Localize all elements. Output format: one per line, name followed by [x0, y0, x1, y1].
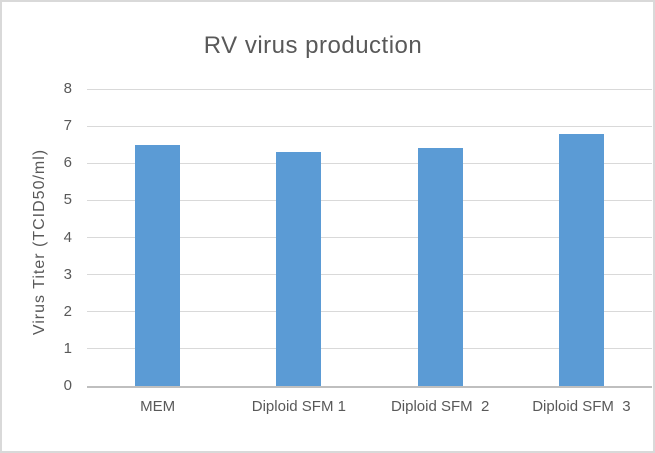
chart-title: RV virus production: [203, 32, 423, 59]
gridline: [87, 274, 652, 276]
x-axis-category-label: MEM: [140, 398, 176, 415]
y-tick-label: 2: [63, 302, 72, 320]
bar-mem: [135, 144, 181, 386]
y-tick-label: 6: [63, 154, 72, 172]
gridline: [87, 88, 652, 90]
bar-diploid-sfm-2: [417, 148, 463, 386]
y-tick-label: 3: [63, 265, 72, 283]
y-tick-label: 4: [63, 228, 72, 246]
gridline: [87, 237, 652, 238]
x-axis-category-label: Diploid SFM 3: [532, 398, 631, 415]
x-axis-category-label: Diploid SFM 1: [251, 398, 346, 415]
bar-diploid-sfm-1: [276, 152, 322, 386]
gridline: [87, 125, 652, 127]
y-tick-label: 5: [63, 191, 72, 209]
x-axis-category-label: Diploid SFM 2: [390, 398, 490, 415]
bar-diploid-sfm-3: [558, 133, 604, 386]
gridline: [87, 348, 652, 350]
gridline: [87, 311, 652, 313]
y-tick-label: 8: [63, 80, 72, 97]
gridline: [87, 162, 652, 164]
plot-area: [87, 88, 652, 388]
gridline: [87, 199, 652, 201]
y-tick-label: 7: [63, 117, 72, 135]
y-tick-label: 1: [63, 339, 72, 357]
y-tick-label: 0: [63, 377, 72, 394]
